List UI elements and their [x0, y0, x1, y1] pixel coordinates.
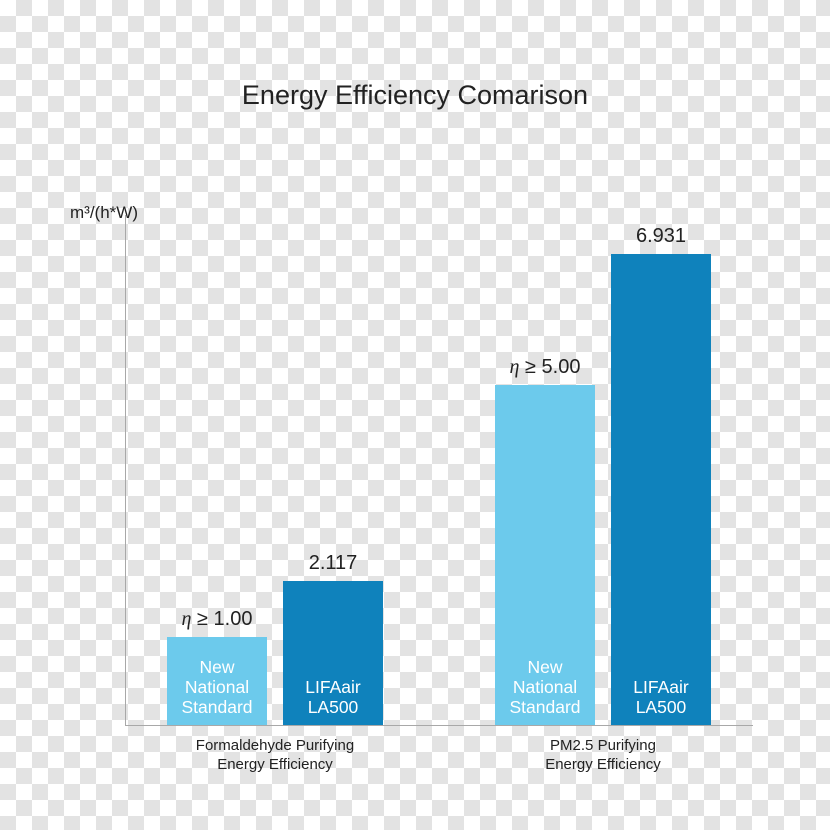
bar-lifaair: LIFAairLA500	[611, 254, 711, 725]
bar-group: New NationalStandardη ≥ 1.00LIFAairLA500…	[167, 215, 383, 725]
x-category-label: PM2.5 PurifyingEnergy Efficiency	[475, 737, 731, 775]
x-axis-line	[125, 725, 753, 726]
bar-series-label: New NationalStandard	[495, 657, 595, 725]
bar-series-label: LIFAairLA500	[633, 677, 688, 725]
bar-standard: New NationalStandard	[167, 637, 267, 725]
bar-standard: New NationalStandard	[495, 385, 595, 725]
bar-value-label: 2.117	[273, 552, 393, 575]
bar-value-label: η ≥ 5.00	[485, 356, 605, 379]
x-category-label: Formaldehyde PurifyingEnergy Efficiency	[147, 737, 403, 775]
bar-series-label: New NationalStandard	[167, 657, 267, 725]
chart-title: Energy Efficiency Comarison	[0, 80, 830, 111]
bar-group: New NationalStandardη ≥ 5.00LIFAairLA500…	[495, 215, 711, 725]
bar-value-label: η ≥ 1.00	[157, 608, 277, 631]
bar-lifaair: LIFAairLA500	[283, 581, 383, 725]
bar-series-label: LIFAairLA500	[305, 677, 360, 725]
plot-area: New NationalStandard η ≥ 1.00 LIFAairLA500…	[125, 215, 753, 725]
bar-value-label: 6.931	[601, 225, 721, 248]
chart-container: Energy Efficiency Comarison m³/(h*W) New…	[0, 0, 830, 830]
